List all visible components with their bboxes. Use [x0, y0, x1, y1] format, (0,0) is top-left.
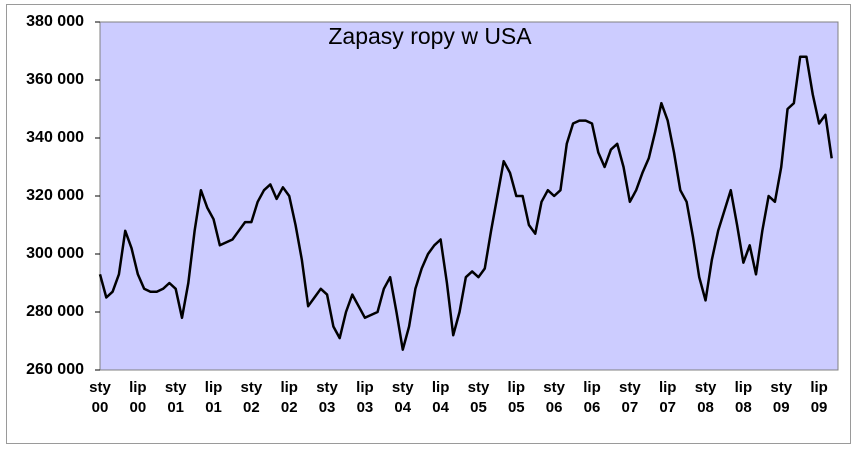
plot-area: [99, 21, 839, 371]
chart-frame: [6, 4, 851, 444]
y-tick-label: 300 000: [26, 245, 84, 262]
y-tick-label: 260 000: [26, 361, 84, 378]
x-tick-label: sty 03: [316, 379, 338, 416]
x-tick-label: sty 09: [770, 379, 793, 416]
x-tick-label: sty 01: [164, 379, 187, 416]
y-tick-label: 360 000: [26, 71, 84, 88]
data-line: [98, 55, 833, 351]
x-tick-label: sty 08: [694, 379, 717, 416]
x-tick-label: sty 00: [89, 379, 111, 416]
x-tick-label: sty 02: [240, 379, 263, 416]
y-tick-label: 380 000: [26, 13, 84, 30]
x-tick-label: lip 00: [129, 379, 147, 416]
x-tick-label: lip 03: [356, 379, 374, 416]
y-tick-label: 320 000: [26, 187, 84, 204]
x-tick-label: lip 09: [810, 379, 828, 416]
x-tick-label: lip 02: [280, 379, 298, 416]
x-tick-label: lip 01: [204, 379, 223, 416]
x-tick-label: lip 04: [431, 379, 450, 416]
x-tick-label: lip 07: [658, 379, 677, 416]
x-tick-label: sty 04: [391, 379, 414, 416]
x-tick-label: lip 06: [583, 379, 601, 416]
y-tick-label: 280 000: [26, 303, 84, 320]
x-tick-label: lip 08: [734, 379, 753, 416]
x-tick-label: sty 05: [467, 379, 490, 416]
x-tick-label: sty 07: [619, 379, 641, 416]
chart-title: Zapasy ropy w USA: [328, 23, 532, 49]
x-tick-label: lip 05: [507, 379, 526, 416]
y-tick-label: 340 000: [26, 129, 84, 146]
x-tick-label: sty 06: [543, 379, 565, 416]
